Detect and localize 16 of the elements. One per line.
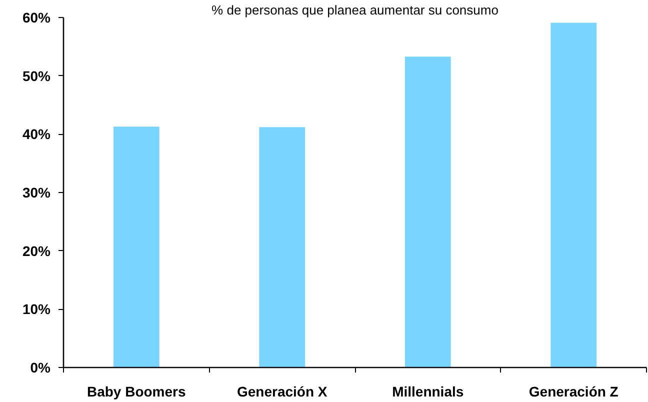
chart-title: % de personas que planea aumentar su consumo [212,2,498,18]
bar [259,127,306,368]
x-tick-label: Millennials [392,384,464,400]
y-tick-label: 30% [22,184,52,200]
bar [550,22,597,368]
x-tick-label: Baby Boomers [86,384,186,400]
y-tick-label: 0% [30,360,52,376]
bar [113,126,160,368]
y-tick-label: 20% [22,242,52,259]
y-tick-label: 60% [22,10,52,26]
y-tick-label: 50% [22,68,52,84]
x-tick-label: Generación Z [528,384,619,400]
bar [404,56,451,368]
y-tick-label: 40% [22,126,52,142]
x-tick-label: Generación X [237,384,328,400]
y-tick-label: 10% [22,301,52,318]
